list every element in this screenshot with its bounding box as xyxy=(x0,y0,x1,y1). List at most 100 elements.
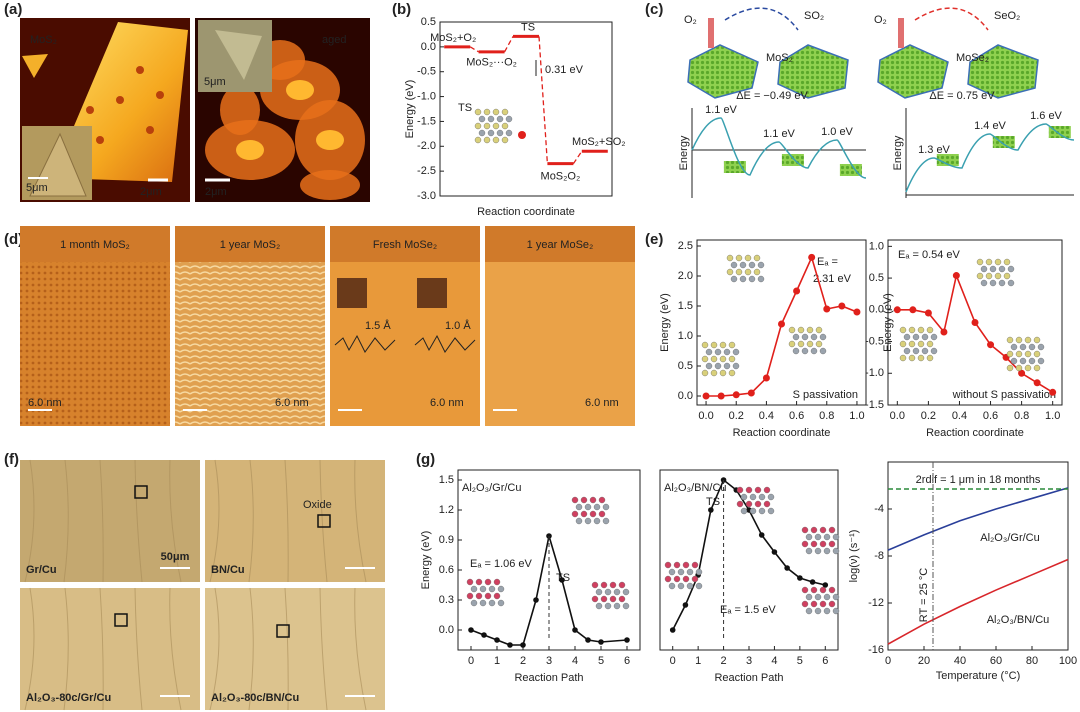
atom xyxy=(805,607,813,615)
slab xyxy=(967,44,1039,99)
data-point xyxy=(778,320,785,328)
atom xyxy=(749,507,757,515)
connector xyxy=(504,36,514,53)
atom xyxy=(899,340,907,348)
panel-label: (b) xyxy=(392,1,411,18)
atom xyxy=(801,586,809,594)
atom xyxy=(819,586,827,594)
atom xyxy=(976,272,984,280)
y-axis-label: Energy xyxy=(678,135,690,170)
atom xyxy=(806,326,814,334)
atom xyxy=(763,486,771,494)
oxide-region xyxy=(300,170,360,200)
x-tick-label: 0.2 xyxy=(921,410,936,422)
atom xyxy=(726,268,734,276)
data-point xyxy=(924,309,932,317)
grain-boundary xyxy=(319,459,328,583)
atom xyxy=(1028,357,1036,365)
atom xyxy=(815,340,823,348)
y-axis-label: log(ν) (s⁻¹) xyxy=(848,530,860,583)
atom xyxy=(989,265,997,273)
atom xyxy=(710,369,718,377)
atom xyxy=(730,275,738,283)
atom xyxy=(823,593,831,601)
atom xyxy=(673,575,681,583)
atom xyxy=(828,600,836,608)
atom xyxy=(474,122,482,130)
atom xyxy=(908,340,916,348)
atom xyxy=(767,493,775,501)
atom xyxy=(604,588,612,596)
y-tick-label: 0.0 xyxy=(869,304,884,316)
y-tick-label: -8 xyxy=(874,550,884,562)
data-point xyxy=(784,565,790,571)
y-tick-label: 0.5 xyxy=(678,360,693,372)
annotation: without S passivation xyxy=(952,389,1056,401)
atom xyxy=(1015,350,1023,358)
atom xyxy=(710,355,718,363)
y-tick-label: -0.5 xyxy=(865,335,884,347)
x-tick-label: 0.4 xyxy=(952,410,967,422)
x-tick-label: 1 xyxy=(695,655,701,667)
data-point xyxy=(838,302,846,310)
x-tick-label: 0 xyxy=(670,655,676,667)
slab-icon xyxy=(992,136,1015,148)
atom xyxy=(470,585,478,593)
x-tick-label: 0.6 xyxy=(983,410,998,422)
molecule xyxy=(898,18,904,48)
data-point xyxy=(809,579,816,585)
x-tick-label: 40 xyxy=(954,655,966,667)
atom xyxy=(739,275,747,283)
atom xyxy=(739,261,747,269)
atom xyxy=(754,486,762,494)
reference-label: RT = 25 °C xyxy=(918,568,930,622)
y-axis-label: Energy (eV) xyxy=(404,80,416,139)
atom xyxy=(474,108,482,116)
reaction-arrow xyxy=(914,7,989,31)
x-axis-label: Reaction coordinate xyxy=(926,427,1024,439)
atom xyxy=(814,607,822,615)
grain-boundary xyxy=(209,459,220,583)
height-profile xyxy=(334,334,396,353)
atom xyxy=(493,592,501,600)
scale-label: 6.0 nm xyxy=(430,397,464,409)
annotation: 0.31 eV xyxy=(545,64,584,76)
atom xyxy=(728,341,736,349)
scale-label: 6.0 nm xyxy=(28,397,62,409)
panel-header xyxy=(485,226,635,262)
x-tick-label: 1.0 xyxy=(1045,410,1060,422)
atom xyxy=(832,547,840,555)
marker-box xyxy=(134,485,148,499)
atom xyxy=(912,333,920,341)
atom xyxy=(492,122,500,130)
data-point xyxy=(598,639,604,645)
x-tick-label: 1 xyxy=(494,655,500,667)
marker-box xyxy=(317,514,331,528)
atom xyxy=(673,561,681,569)
y-tick-label: -1.5 xyxy=(865,399,884,411)
data-point xyxy=(853,308,861,316)
data-point xyxy=(822,582,829,588)
annotation: Eₐ = 0.54 eV xyxy=(898,249,961,261)
atom xyxy=(1033,336,1041,344)
panel-title: 1 month MoS₂ xyxy=(60,239,130,251)
x-tick-label: 0.4 xyxy=(759,410,774,422)
atom xyxy=(487,115,495,123)
atom xyxy=(899,354,907,362)
data-point xyxy=(572,627,578,633)
atom xyxy=(1019,343,1027,351)
x-tick-label: 0.2 xyxy=(729,410,744,422)
atom xyxy=(930,347,938,355)
atom xyxy=(917,340,925,348)
y-tick-label: 1.5 xyxy=(678,300,693,312)
atom xyxy=(591,581,599,589)
atom xyxy=(691,561,699,569)
x-tick-label: 0 xyxy=(468,655,474,667)
oxide-core xyxy=(286,80,314,100)
data-point xyxy=(971,319,979,326)
schematic-label: SeO₂ xyxy=(994,10,1020,22)
x-tick-label: 6 xyxy=(624,655,630,667)
atom xyxy=(823,547,831,555)
data-point xyxy=(823,305,831,313)
atom xyxy=(595,602,603,610)
